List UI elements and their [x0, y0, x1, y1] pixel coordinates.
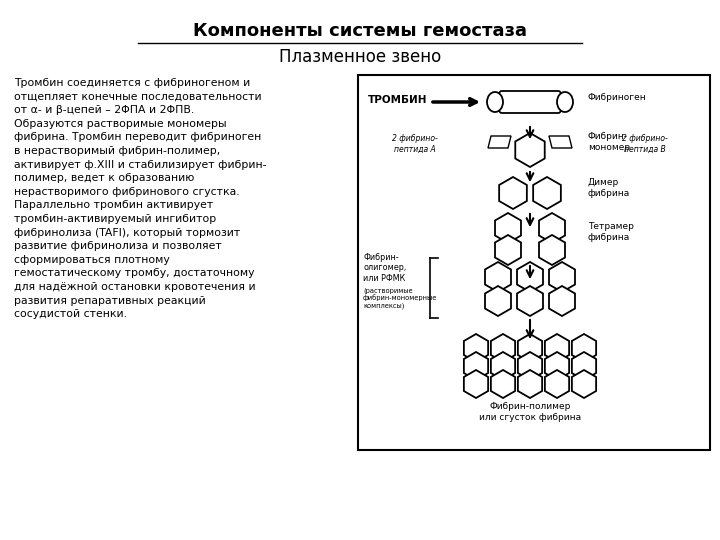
Polygon shape	[491, 352, 515, 380]
Polygon shape	[495, 235, 521, 265]
Polygon shape	[464, 334, 488, 362]
Polygon shape	[572, 370, 596, 398]
Polygon shape	[517, 286, 543, 316]
Bar	[358, 75, 710, 450]
Polygon shape	[549, 136, 572, 148]
Polygon shape	[495, 213, 521, 243]
Text: Фибрин-
олигомер,
или РФМК: Фибрин- олигомер, или РФМК	[363, 253, 406, 283]
Text: ТРОМБИН: ТРОМБИН	[368, 95, 428, 105]
Polygon shape	[572, 334, 596, 362]
Text: Фибриноген: Фибриноген	[588, 92, 647, 102]
Text: Тетрамер
фибрина: Тетрамер фибрина	[588, 222, 634, 242]
Text: Плазменное звено: Плазменное звено	[279, 48, 441, 66]
Text: 2 фибрино-
пептида А: 2 фибрино- пептида А	[392, 134, 438, 154]
Polygon shape	[488, 136, 511, 148]
Polygon shape	[491, 334, 515, 362]
Text: 2 фибрино-
пептида В: 2 фибрино- пептида В	[622, 134, 668, 154]
Polygon shape	[549, 286, 575, 316]
Ellipse shape	[487, 92, 503, 112]
Text: Фибрин-полимер
или сгусток фибрина: Фибрин-полимер или сгусток фибрина	[479, 402, 581, 422]
Polygon shape	[464, 370, 488, 398]
Polygon shape	[545, 334, 569, 362]
Text: Компоненты системы гемостаза: Компоненты системы гемостаза	[193, 22, 527, 40]
Text: Димер
фибрина: Димер фибрина	[588, 178, 630, 198]
Polygon shape	[485, 286, 511, 316]
Polygon shape	[539, 213, 565, 243]
Polygon shape	[545, 370, 569, 398]
Polygon shape	[572, 352, 596, 380]
Polygon shape	[517, 262, 543, 292]
Polygon shape	[464, 352, 488, 380]
Text: Тромбин соединяется с фибриногеном и
отщепляет конечные последовательности
от α-: Тромбин соединяется с фибриногеном и отщ…	[14, 78, 266, 319]
Polygon shape	[485, 262, 511, 292]
Polygon shape	[539, 235, 565, 265]
Polygon shape	[516, 133, 545, 167]
Polygon shape	[533, 177, 561, 209]
Polygon shape	[549, 262, 575, 292]
Polygon shape	[499, 177, 527, 209]
Text: Фибрин-
мономер: Фибрин- мономер	[588, 132, 630, 152]
Polygon shape	[518, 370, 542, 398]
Polygon shape	[491, 370, 515, 398]
Polygon shape	[545, 352, 569, 380]
Ellipse shape	[557, 92, 573, 112]
FancyBboxPatch shape	[499, 91, 561, 113]
Polygon shape	[518, 352, 542, 380]
Polygon shape	[518, 334, 542, 362]
Text: (растворимые
фибрин-мономерные
комплексы): (растворимые фибрин-мономерные комплексы…	[363, 287, 437, 309]
